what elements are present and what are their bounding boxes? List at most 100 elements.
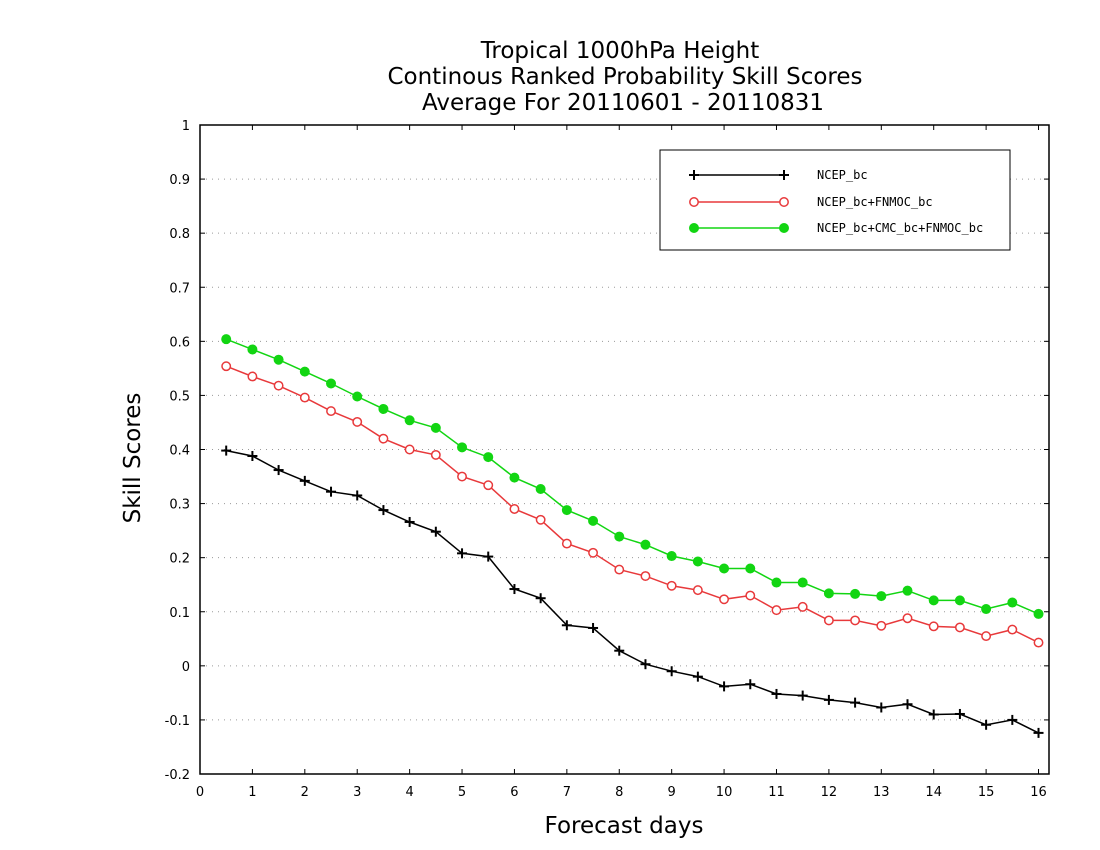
data-point bbox=[771, 605, 782, 616]
x-tick-label: 7 bbox=[563, 785, 571, 800]
data-point bbox=[221, 361, 232, 372]
x-tick-label: 9 bbox=[668, 785, 676, 800]
chart-title-line-2: Continous Ranked Probability Skill Score… bbox=[387, 64, 862, 90]
data-point bbox=[326, 406, 336, 417]
data-point bbox=[404, 516, 415, 527]
data-point bbox=[954, 595, 965, 606]
data-point bbox=[928, 709, 939, 720]
data-point bbox=[640, 659, 651, 670]
data-point bbox=[719, 681, 730, 692]
data-point bbox=[221, 445, 232, 456]
data-point bbox=[823, 694, 834, 705]
series-3 bbox=[221, 334, 1044, 619]
data-point bbox=[1033, 637, 1044, 648]
y-tick-label: 0.4 bbox=[169, 444, 190, 459]
x-tick-label: 12 bbox=[821, 785, 838, 800]
data-point bbox=[457, 548, 468, 559]
data-point bbox=[666, 666, 677, 677]
legend-entry-1: NCEP_bc bbox=[689, 168, 868, 182]
data-point bbox=[404, 415, 415, 426]
data-point bbox=[640, 539, 651, 550]
data-point bbox=[902, 613, 913, 624]
data-point bbox=[378, 433, 389, 444]
data-point bbox=[1007, 714, 1018, 725]
data-point bbox=[352, 490, 363, 501]
data-point bbox=[483, 480, 494, 491]
x-tick-labels: 0 1 2 3 4 5 6 7 8 9 10 11 12 13 14 15 16 bbox=[196, 785, 1047, 800]
x-axis-label: Forecast days bbox=[545, 813, 704, 839]
gridlines bbox=[200, 178, 1049, 721]
data-point bbox=[457, 442, 468, 453]
data-point bbox=[561, 538, 572, 549]
data-point bbox=[404, 444, 415, 455]
y-tick-label: -0.2 bbox=[165, 768, 190, 783]
data-point bbox=[588, 547, 599, 558]
data-point bbox=[876, 620, 887, 631]
x-tick-label: 16 bbox=[1030, 785, 1047, 800]
data-point bbox=[535, 483, 546, 494]
x-tick-label: 2 bbox=[301, 785, 309, 800]
data-point bbox=[981, 631, 992, 642]
data-point bbox=[850, 697, 861, 708]
legend-label: NCEP_bc+FNMOC_bc bbox=[817, 195, 933, 209]
y-tick-labels: -0.2 -0.1 0 0.1 0.2 0.3 0.4 0.5 0.6 0.7 0.8 0.9 1 bbox=[165, 119, 190, 783]
x-tick-label: 4 bbox=[405, 785, 413, 800]
data-point bbox=[1033, 608, 1044, 619]
data-point bbox=[666, 551, 677, 562]
data-point bbox=[299, 392, 310, 403]
x-tick-label: 3 bbox=[353, 785, 361, 800]
legend-box bbox=[659, 149, 1011, 251]
x-tick-label: 5 bbox=[458, 785, 466, 800]
data-point bbox=[561, 505, 572, 516]
data-point bbox=[378, 403, 389, 414]
data-point bbox=[928, 621, 939, 632]
data-point bbox=[876, 591, 887, 602]
legend-marker bbox=[689, 170, 699, 180]
data-point bbox=[352, 391, 363, 402]
data-point bbox=[902, 699, 913, 710]
data-point bbox=[981, 719, 992, 730]
y-tick-label: 0.1 bbox=[169, 606, 190, 621]
x-tick-label: 0 bbox=[196, 785, 204, 800]
legend-label: NCEP_bc bbox=[817, 168, 868, 182]
x-tick-label: 6 bbox=[510, 785, 518, 800]
data-point bbox=[326, 486, 337, 497]
data-point bbox=[247, 450, 258, 461]
y-tick-label: 0.8 bbox=[169, 227, 190, 242]
data-point bbox=[692, 556, 703, 567]
data-point bbox=[614, 645, 625, 656]
series-layer bbox=[221, 334, 1044, 738]
x-tick-label: 14 bbox=[925, 785, 942, 800]
data-point bbox=[299, 475, 310, 486]
legend-marker bbox=[779, 223, 789, 233]
axis-ticks bbox=[199, 124, 1049, 775]
data-point bbox=[299, 366, 310, 377]
y-tick-label: 1 bbox=[182, 119, 190, 134]
x-tick-label: 8 bbox=[615, 785, 623, 800]
data-point bbox=[614, 564, 625, 575]
y-tick-label: 0 bbox=[182, 660, 190, 675]
x-tick-label: 10 bbox=[716, 785, 733, 800]
data-point bbox=[273, 465, 284, 476]
data-point bbox=[745, 679, 756, 690]
y-tick-label: 0.5 bbox=[169, 389, 190, 404]
y-tick-label: 0.2 bbox=[169, 552, 190, 567]
data-point bbox=[902, 585, 913, 596]
legend-entry-2: NCEP_bc+FNMOC_bc bbox=[689, 195, 933, 209]
legend-marker bbox=[779, 197, 789, 207]
data-point bbox=[588, 515, 599, 526]
data-point bbox=[876, 702, 887, 713]
data-point bbox=[430, 526, 441, 537]
data-point bbox=[588, 622, 599, 633]
data-point bbox=[352, 416, 363, 427]
data-point bbox=[823, 615, 834, 626]
data-point bbox=[430, 449, 441, 460]
legend-marker bbox=[689, 223, 699, 233]
data-point bbox=[1007, 597, 1018, 608]
series-2 bbox=[221, 361, 1044, 648]
data-point bbox=[771, 577, 782, 588]
data-point bbox=[640, 571, 651, 582]
data-point bbox=[247, 344, 258, 355]
data-point bbox=[954, 708, 965, 719]
data-point bbox=[273, 354, 284, 365]
